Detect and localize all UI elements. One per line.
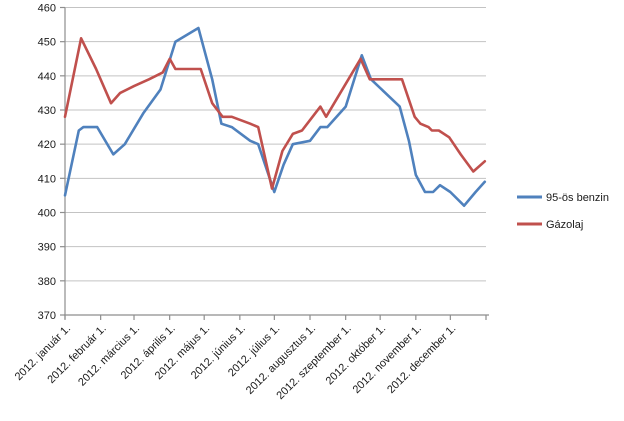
- axes: [60, 6, 489, 320]
- x-axis-tick-label: 2012. március 1.: [76, 323, 142, 389]
- x-axis-tick-label: 2012. december 1.: [385, 323, 458, 396]
- y-axis-tick-label: 440: [38, 71, 56, 83]
- legend-label-gazolaj: Gázolaj: [546, 219, 583, 231]
- legend-label-benzin: 95-ös benzin: [546, 192, 609, 204]
- gridlines: [65, 7, 486, 282]
- y-axis-tick-label: 450: [38, 37, 56, 49]
- x-axis-labels: 2012. január 1.2012. február 1.2012. már…: [13, 323, 459, 402]
- x-axis-tick-label: 2012. október 1.: [324, 323, 389, 388]
- series-line-benzin: [63, 26, 487, 207]
- y-axis-tick-label: 390: [38, 242, 56, 254]
- series-line-gazolaj: [63, 36, 487, 190]
- series-lines: [63, 26, 487, 207]
- y-axis-labels: 370 380 390 400 410 420 430 440 450 460: [38, 3, 56, 323]
- legend: 95-ös benzin Gázolaj: [517, 192, 609, 231]
- y-axis-tick-label: 380: [38, 276, 56, 288]
- y-axis-tick-label: 370: [38, 310, 56, 322]
- y-axis-tick-label: 420: [38, 139, 56, 151]
- y-axis-tick-label: 460: [38, 3, 56, 15]
- y-axis-tick-label: 410: [38, 173, 56, 185]
- y-axis-tick-label: 430: [38, 105, 56, 117]
- y-axis-tick-label: 400: [38, 208, 56, 220]
